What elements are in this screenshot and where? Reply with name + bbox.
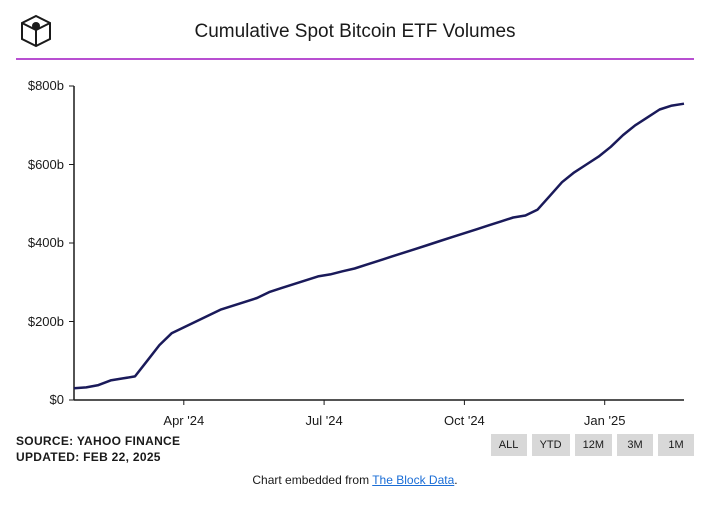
y-axis-label: $400b — [16, 235, 64, 250]
x-axis-label: Jan '25 — [584, 413, 626, 428]
logo-icon — [16, 12, 56, 52]
embed-suffix: . — [454, 473, 457, 487]
x-axis-label: Oct '24 — [444, 413, 485, 428]
embed-prefix: Chart embedded from — [252, 473, 372, 487]
footer: SOURCE: YAHOO FINANCE UPDATED: FEB 22, 2… — [16, 434, 694, 465]
source-line: SOURCE: YAHOO FINANCE — [16, 434, 180, 450]
y-axis-label: $200b — [16, 314, 64, 329]
y-axis-label: $0 — [16, 392, 64, 407]
range-button-1m[interactable]: 1M — [658, 434, 694, 456]
embed-link[interactable]: The Block Data — [372, 473, 454, 487]
chart-title: Cumulative Spot Bitcoin ETF Volumes — [56, 21, 694, 43]
line-chart — [16, 68, 694, 428]
x-axis-label: Jul '24 — [306, 413, 343, 428]
range-button-ytd[interactable]: YTD — [532, 434, 570, 456]
source-info: SOURCE: YAHOO FINANCE UPDATED: FEB 22, 2… — [16, 434, 180, 465]
x-axis-label: Apr '24 — [163, 413, 204, 428]
updated-line: UPDATED: FEB 22, 2025 — [16, 450, 180, 466]
header: Cumulative Spot Bitcoin ETF Volumes — [16, 12, 694, 52]
y-axis-label: $600b — [16, 157, 64, 172]
range-button-3m[interactable]: 3M — [617, 434, 653, 456]
divider — [16, 58, 694, 60]
chart-area: $0 $200b $400b $600b $800b Apr '24 Jul '24 Oct … — [16, 68, 694, 428]
chart-widget: Cumulative Spot Bitcoin ETF Volumes $0 $2… — [0, 0, 710, 510]
embed-note: Chart embedded from The Block Data. — [16, 473, 694, 487]
y-axis-label: $800b — [16, 78, 64, 93]
range-button-12m[interactable]: 12M — [575, 434, 612, 456]
range-button-all[interactable]: ALL — [491, 434, 527, 456]
range-selector: ALLYTD12M3M1M — [491, 434, 694, 456]
